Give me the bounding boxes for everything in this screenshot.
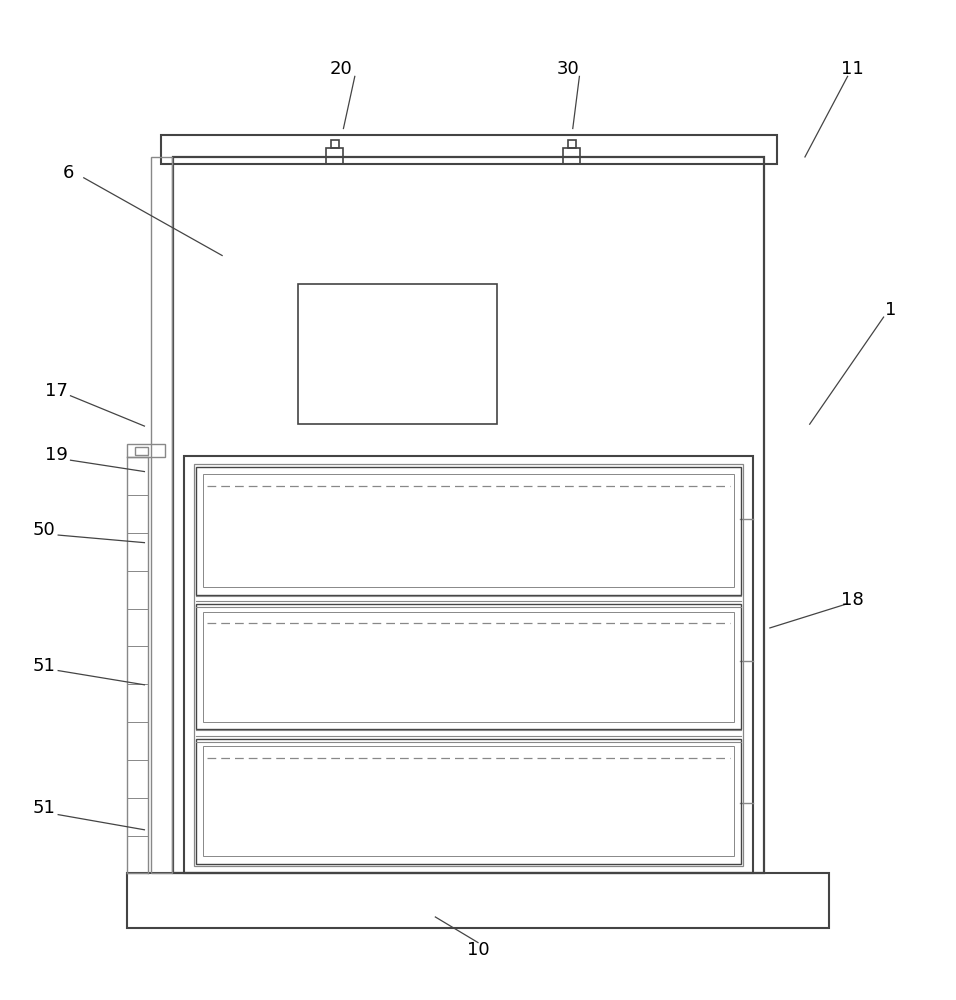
- Text: 1: 1: [884, 301, 896, 319]
- Bar: [563, 148, 580, 164]
- Text: 30: 30: [556, 60, 579, 78]
- Text: 51: 51: [33, 657, 55, 675]
- Bar: [204, 474, 734, 587]
- Bar: [204, 746, 734, 856]
- Bar: [196, 739, 742, 864]
- Bar: [326, 148, 343, 164]
- Text: 50: 50: [33, 521, 55, 539]
- Bar: [568, 140, 576, 148]
- Text: 11: 11: [841, 60, 863, 78]
- Text: 51: 51: [33, 799, 55, 817]
- Bar: [127, 873, 829, 928]
- Bar: [298, 284, 497, 424]
- Bar: [331, 140, 338, 148]
- Bar: [151, 157, 172, 873]
- Text: 18: 18: [841, 591, 863, 609]
- Text: 19: 19: [45, 446, 68, 464]
- Text: 10: 10: [467, 941, 489, 959]
- Bar: [194, 464, 744, 866]
- Bar: [173, 157, 764, 873]
- Bar: [161, 135, 776, 164]
- Bar: [196, 604, 742, 729]
- Bar: [204, 612, 734, 722]
- Text: 17: 17: [45, 382, 68, 400]
- Text: 20: 20: [329, 60, 352, 78]
- Bar: [135, 447, 148, 455]
- Bar: [185, 456, 752, 873]
- Bar: [196, 467, 742, 595]
- Bar: [127, 444, 165, 457]
- Text: 6: 6: [63, 164, 75, 182]
